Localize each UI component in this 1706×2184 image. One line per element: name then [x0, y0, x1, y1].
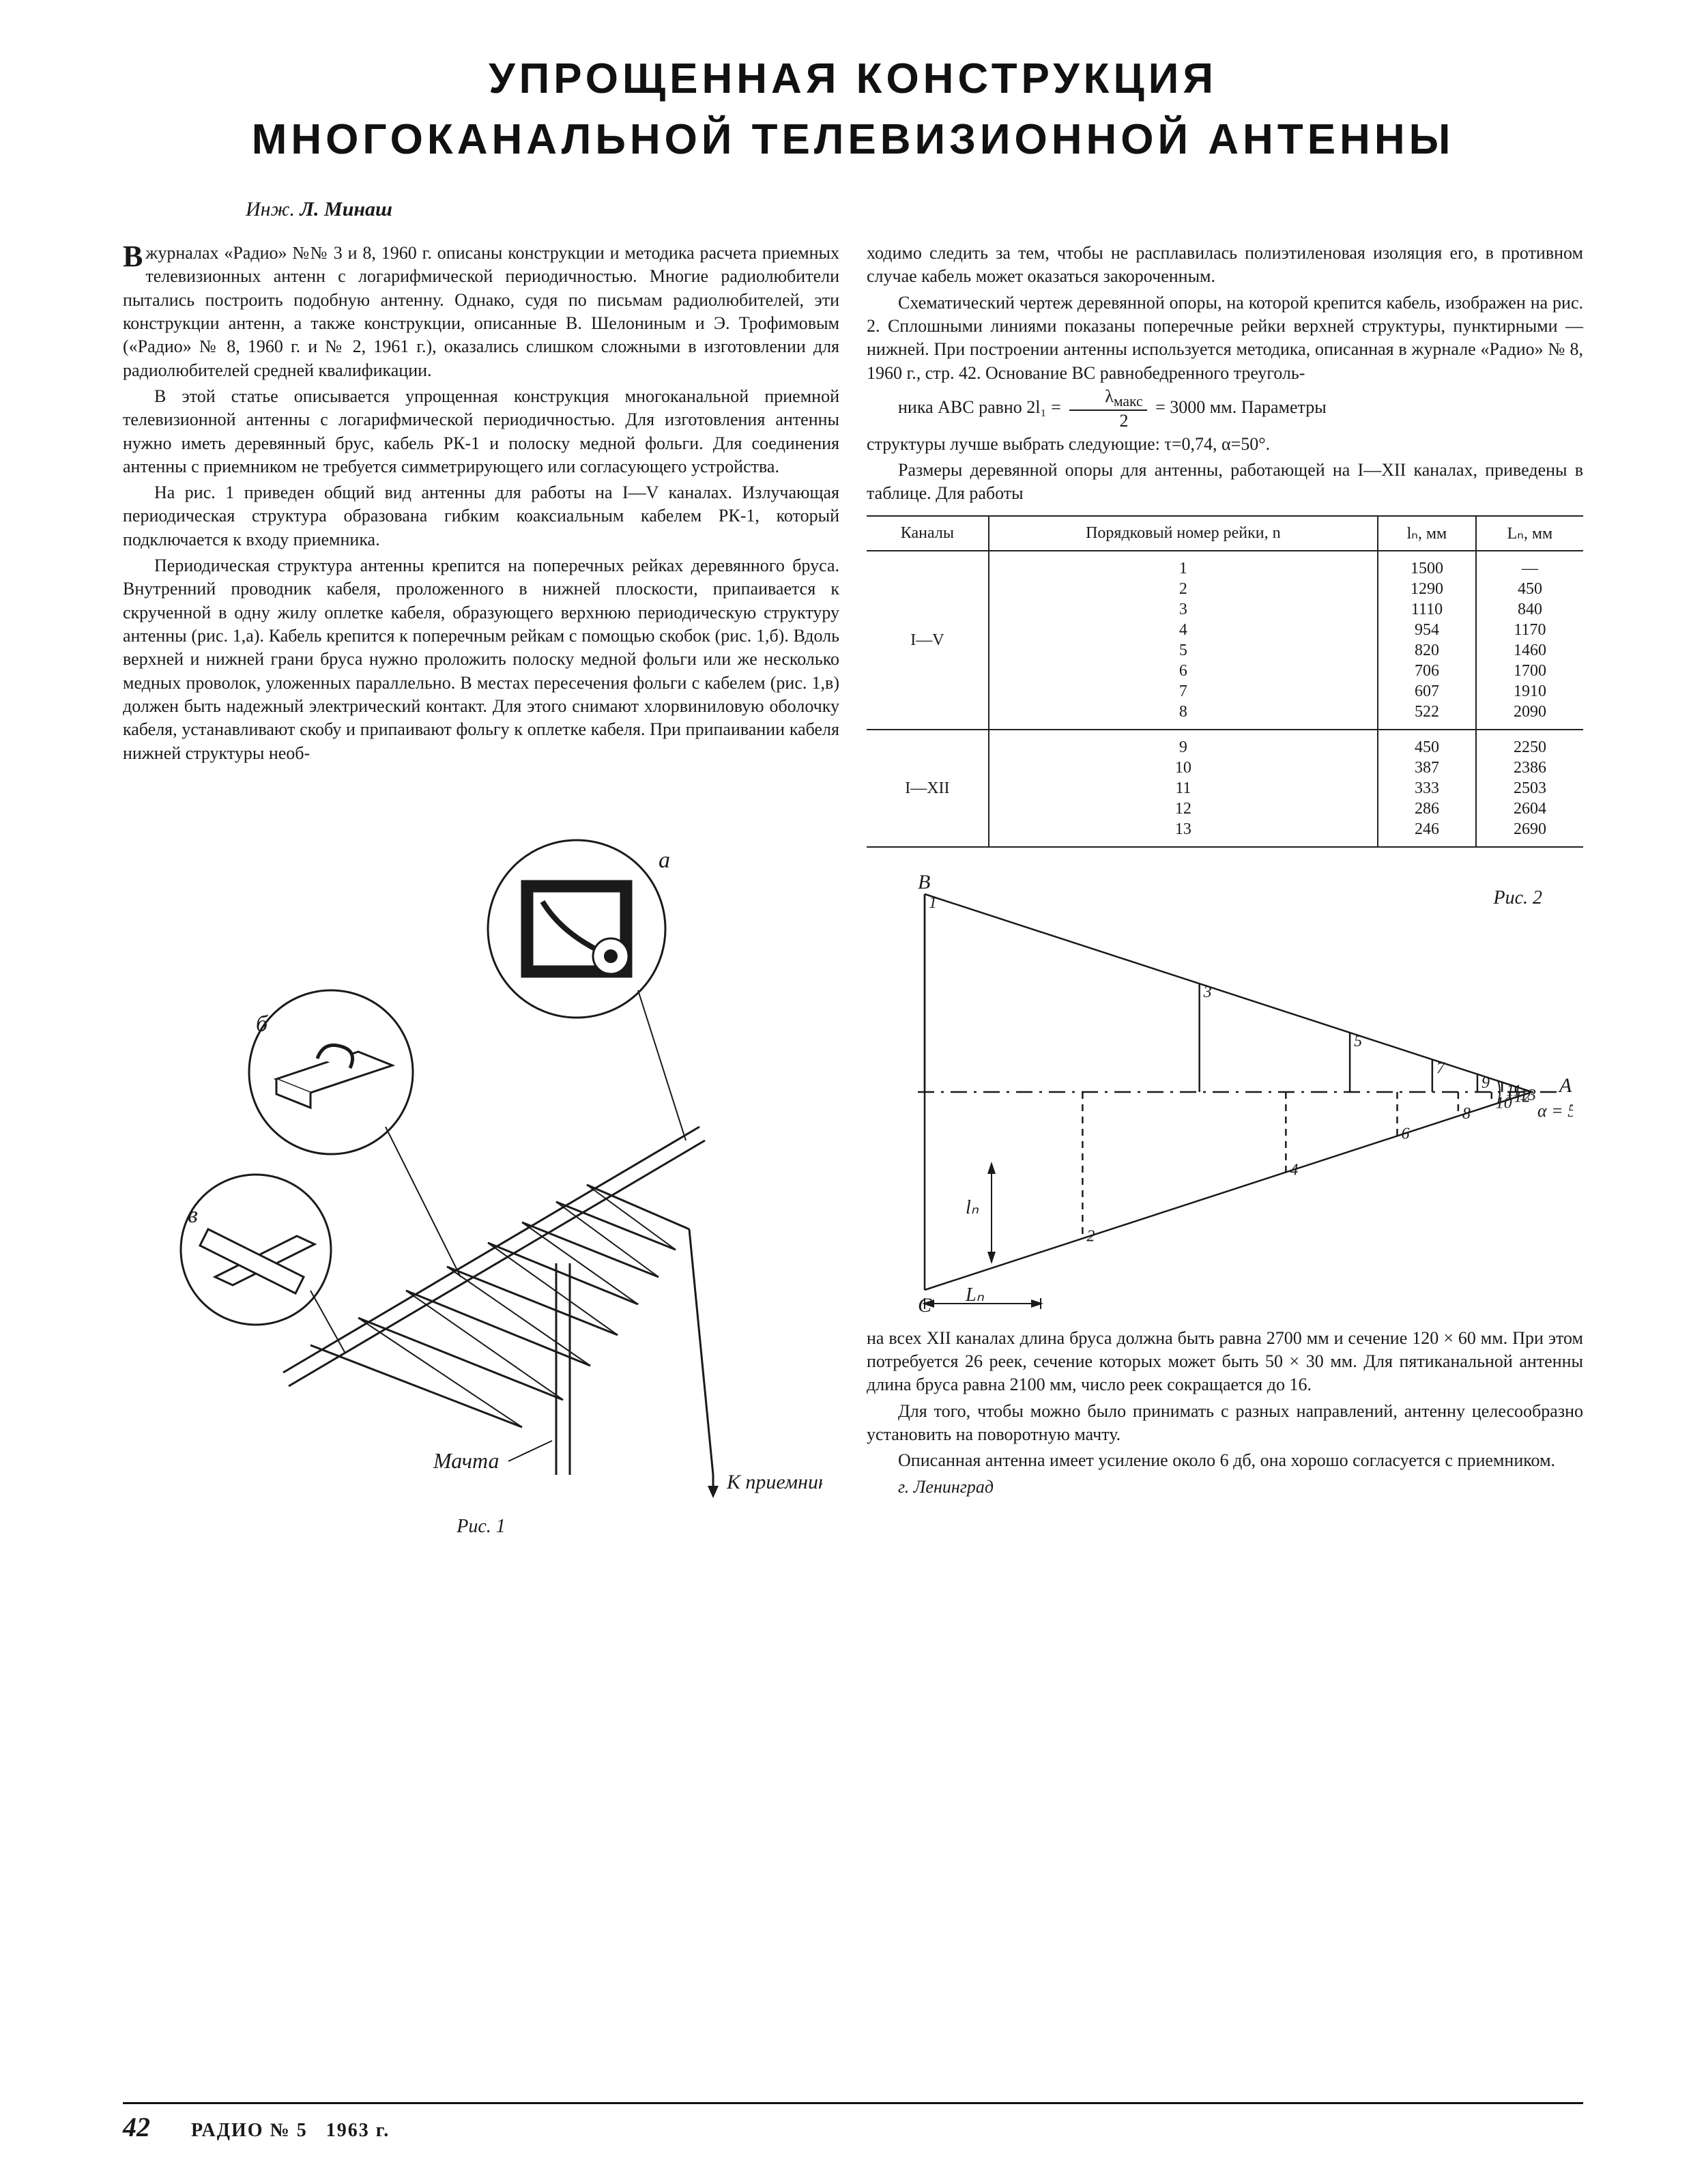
- fig2-B: B: [918, 871, 930, 893]
- page-number: 42: [123, 2111, 150, 2143]
- figure-1-caption: Рис. 1: [123, 1516, 839, 1538]
- left-p1: В журналах «Радио» №№ 3 и 8, 1960 г. опи…: [123, 242, 839, 382]
- svg-text:9: 9: [1481, 1074, 1490, 1092]
- left-column: В журналах «Радио» №№ 3 и 8, 1960 г. опи…: [123, 242, 839, 1538]
- fig1-label-v: в: [188, 1203, 198, 1228]
- page-footer: 42 РАДИО № 5 1963 г.: [123, 2102, 1583, 2143]
- fraction: λмакс 2: [1069, 388, 1146, 430]
- svg-text:6: 6: [1402, 1125, 1410, 1143]
- row-group-1-Ln: —45084011701460170019102090: [1476, 551, 1583, 730]
- dimensions-table: Каналы Порядковый номер рейки, n lₙ, мм …: [867, 515, 1583, 848]
- right-p6: на всех XII каналах длина бруса должна б…: [867, 1327, 1583, 1397]
- byline: Инж. Л. Минаш: [123, 198, 1583, 221]
- svg-text:8: 8: [1462, 1105, 1471, 1123]
- fig1-label-b: б: [256, 1011, 269, 1037]
- fig2-C: C: [918, 1294, 932, 1317]
- left-p2: В этой статье описывается упрощенная кон…: [123, 385, 839, 478]
- th-Ln: Lₙ, мм: [1476, 516, 1583, 551]
- svg-text:5: 5: [1354, 1033, 1362, 1050]
- fig2-alpha: α = 50°: [1537, 1101, 1573, 1121]
- row-group-1-ln: 150012901110954820706607522: [1378, 551, 1476, 730]
- right-p3b: = 3000 мм. Параметры: [1155, 397, 1327, 417]
- byline-name: Л. Минаш: [300, 198, 392, 220]
- row-group-1-n: 12345678: [989, 551, 1378, 730]
- article-title-block: УПРОЩЕННАЯ КОНСТРУКЦИЯ МНОГОКАНАЛЬНОЙ ТЕ…: [123, 55, 1583, 164]
- svg-text:4: 4: [1290, 1161, 1298, 1179]
- right-column: ходимо следить за тем, чтобы не расплави…: [867, 242, 1583, 1502]
- svg-text:13: 13: [1520, 1087, 1536, 1104]
- figure-2: B C A α = 50° lₙ Lₙ 12345678910111213 Ри…: [867, 867, 1583, 1317]
- svg-text:2: 2: [1086, 1227, 1095, 1245]
- right-p5: Размеры деревянной опоры для антенны, ра…: [867, 459, 1583, 506]
- right-p3a: ника ABC равно 2l₁ =: [898, 397, 1065, 417]
- row-group-2-n: 910111213: [989, 730, 1378, 847]
- svg-text:1: 1: [929, 894, 937, 912]
- left-p1-text: журналах «Радио» №№ 3 и 8, 1960 г. описа…: [123, 243, 839, 380]
- right-p3: ника ABC равно 2l₁ = λмакс 2 = 3000 мм. …: [867, 388, 1583, 430]
- title-line-1: УПРОЩЕННАЯ КОНСТРУКЦИЯ: [123, 55, 1583, 103]
- fig2-A: A: [1558, 1074, 1572, 1097]
- right-p1: ходимо следить за тем, чтобы не расплави…: [867, 242, 1583, 289]
- footer-text: РАДИО № 5 1963 г.: [191, 2120, 390, 2142]
- right-p9: г. Ленинград: [867, 1476, 1583, 1499]
- th-channels: Каналы: [867, 516, 989, 551]
- row-group-2-ln: 450387333286246: [1378, 730, 1476, 847]
- row-group-1-label: I—V: [867, 551, 989, 730]
- figure-2-caption: Рис. 2: [1493, 887, 1542, 909]
- left-p3: На рис. 1 приведен общий вид антенны для…: [123, 481, 839, 551]
- row-group-2-label: I—XII: [867, 730, 989, 847]
- body-columns: В журналах «Радио» №№ 3 и 8, 1960 г. опи…: [123, 242, 1583, 1538]
- right-p4: структуры лучше выбрать следующие: τ=0,7…: [867, 433, 1583, 456]
- svg-text:7: 7: [1436, 1059, 1445, 1077]
- fig2-Ln: Lₙ: [965, 1284, 985, 1306]
- title-line-2: МНОГОКАНАЛЬНОЙ ТЕЛЕВИЗИОННОЙ АНТЕННЫ: [123, 115, 1583, 164]
- left-p4: Периодическая структура антенны крепится…: [123, 554, 839, 765]
- th-n: Порядковый номер рейки, n: [989, 516, 1378, 551]
- th-ln: lₙ, мм: [1378, 516, 1476, 551]
- figure-2-svg: B C A α = 50° lₙ Lₙ 12345678910111213: [877, 867, 1573, 1317]
- byline-prefix: Инж.: [246, 198, 295, 220]
- fig1-label-rx: К приемнику: [726, 1471, 822, 1493]
- fig2-ln: lₙ: [966, 1197, 979, 1218]
- svg-text:3: 3: [1203, 983, 1212, 1001]
- fig1-label-mast: Мачта: [433, 1448, 500, 1473]
- fig1-label-a: а: [659, 848, 670, 873]
- figure-1: а б в Мачта К приемнику Рис. 1: [123, 786, 839, 1538]
- figure-1-svg: а б в Мачта К приемнику: [140, 786, 822, 1509]
- right-p2: Схематический чертеж деревянной опоры, н…: [867, 291, 1583, 385]
- row-group-2-Ln: 22502386250326042690: [1476, 730, 1583, 847]
- right-p7: Для того, чтобы можно было принимать с р…: [867, 1400, 1583, 1447]
- right-p8: Описанная антенна имеет усиление около 6…: [867, 1449, 1583, 1472]
- dropcap: В: [123, 243, 143, 270]
